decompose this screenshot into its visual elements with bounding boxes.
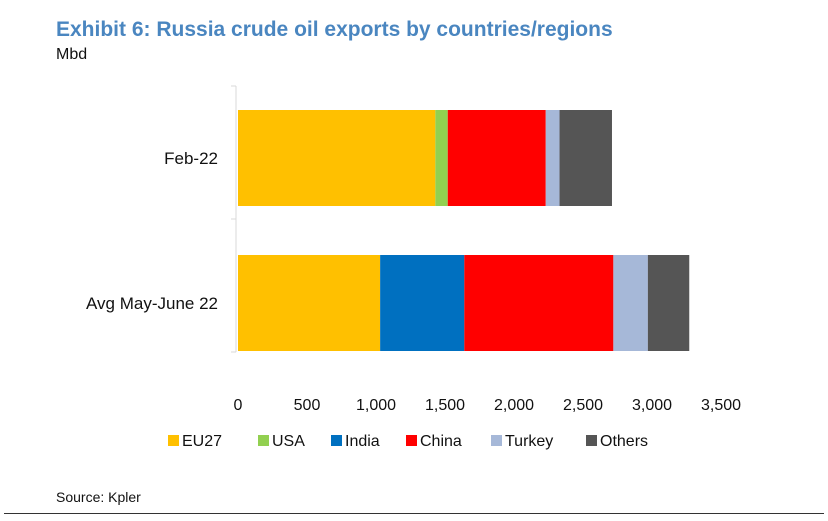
unit-label: Mbd — [56, 46, 88, 63]
legend-swatch-others — [586, 435, 597, 446]
legend-label-turkey: Turkey — [505, 433, 553, 450]
x-tick-label: 500 — [294, 397, 321, 414]
bar-segment-china — [447, 110, 546, 206]
bottom-divider — [4, 513, 824, 514]
legend-swatch-china — [406, 435, 417, 446]
legend-label-india: India — [345, 433, 380, 450]
source-note: Source: Kpler — [56, 489, 141, 505]
bar-segment-china — [464, 255, 614, 351]
bar-segment-turkey — [545, 110, 560, 206]
category-label: Avg May-June 22 — [86, 294, 218, 313]
x-tick-label: 1,000 — [356, 397, 396, 414]
bar-segment-others — [647, 255, 690, 351]
category-label: Feb-22 — [164, 149, 218, 168]
x-tick-label: 1,500 — [425, 397, 465, 414]
bar-segment-turkey — [613, 255, 648, 351]
legend-label-china: China — [420, 433, 462, 450]
legend-swatch-turkey — [491, 435, 502, 446]
legend-swatch-india — [331, 435, 342, 446]
legend-label-eu27: EU27 — [182, 433, 222, 450]
x-tick-label: 3,000 — [632, 397, 672, 414]
x-tick-label: 2,500 — [563, 397, 603, 414]
bar-segment-india — [380, 255, 465, 351]
x-tick-label: 0 — [234, 397, 243, 414]
legend-swatch-usa — [258, 435, 269, 446]
legend-label-others: Others — [600, 433, 648, 450]
x-tick-label: 3,500 — [701, 397, 741, 414]
bar-segment-usa — [435, 110, 448, 206]
bar-segment-others — [559, 110, 612, 206]
bar-segment-eu27 — [238, 255, 381, 351]
stacked-bar-chart: Feb-22 Avg May-June 22 0 500 1,000 1,500 2,000… — [86, 85, 741, 450]
legend-label-usa: USA — [272, 433, 305, 450]
legend-swatch-eu27 — [168, 435, 179, 446]
bar-segment-eu27 — [238, 110, 436, 206]
x-tick-label: 2,000 — [494, 397, 534, 414]
chart-title: Exhibit 6: Russia crude oil exports by c… — [56, 18, 613, 41]
